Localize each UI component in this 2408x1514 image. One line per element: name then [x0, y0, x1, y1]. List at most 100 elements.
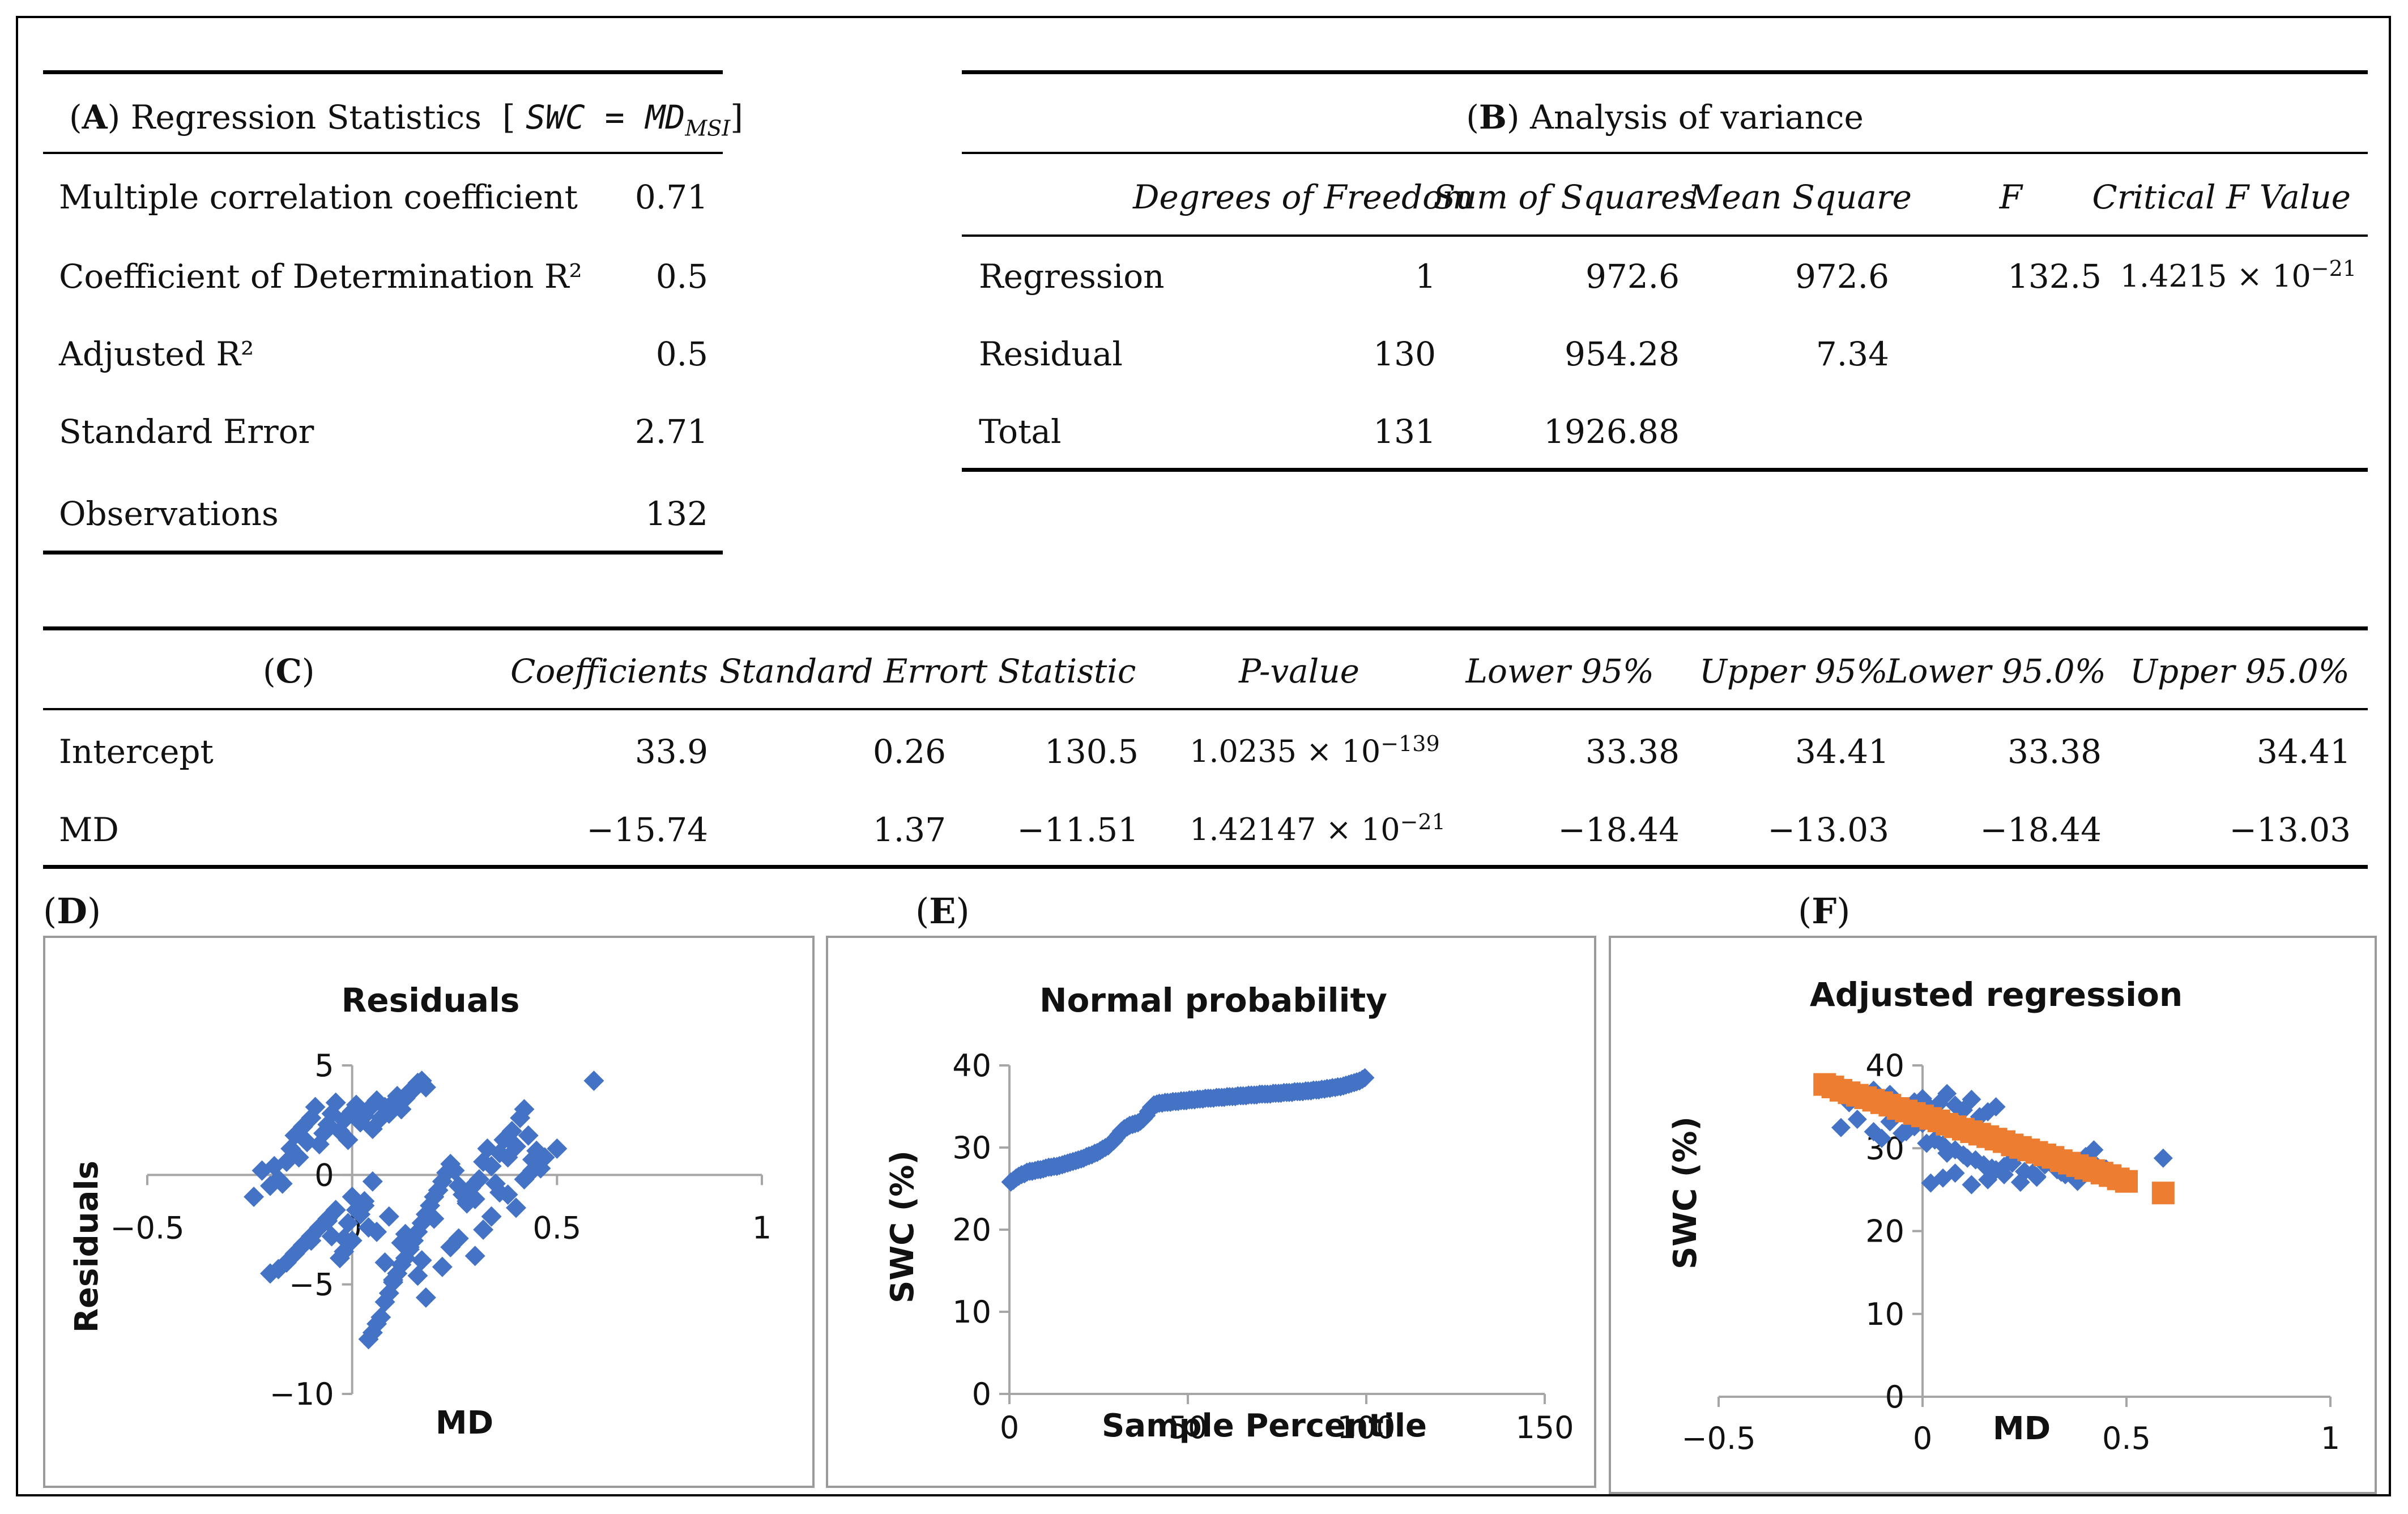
data-point [354, 1195, 375, 1216]
cell-coef: −15.74 [586, 811, 708, 849]
cell-lower-95-0: 33.38 [2007, 732, 2102, 771]
data-point [448, 1228, 469, 1249]
panel-f-label: (F) [1798, 890, 1851, 932]
panel-e-label: (E) [915, 890, 970, 932]
x-tick-label: 0.5 [2102, 1421, 2151, 1456]
cell-lower-95: 33.38 [1585, 732, 1680, 771]
data-point [2084, 1140, 2104, 1160]
data-point [514, 1099, 535, 1120]
data-point [522, 1160, 543, 1181]
panel-a-header-rule [43, 152, 723, 154]
data-point [1982, 1158, 2002, 1178]
x-tick-label: 50 [1169, 1410, 1208, 1445]
data-point-square [2115, 1170, 2138, 1193]
x-tick-label: 0 [1000, 1410, 1019, 1445]
data-point [1937, 1084, 1957, 1103]
x-tick-label: 1 [2321, 1421, 2340, 1456]
panel-b-bottom-rule [962, 468, 2368, 472]
cell-p-value-base: 1.0235 × 10 [1190, 733, 1381, 769]
data-point [424, 1208, 445, 1229]
y-axis-title: SWC (%) [884, 1150, 921, 1303]
data-point [473, 1219, 494, 1240]
data-point [292, 1116, 313, 1137]
adjusted-regression-chart-svg: Adjusted regression−0.5 0 0.5 1403020100MDS… [1667, 975, 2340, 1456]
data-point [325, 1092, 346, 1113]
cell-critical-f-exponent: −21 [2311, 256, 2356, 281]
row-label: Multiple correlation coefficient [59, 178, 578, 216]
y-tick-label: 10 [952, 1294, 991, 1330]
x-tick-label: 0.5 [532, 1210, 581, 1246]
y-tick-label: 40 [952, 1048, 991, 1084]
series-1 [1813, 1073, 2175, 1205]
data-point [383, 1269, 403, 1290]
panel-b-top-rule [962, 70, 2368, 74]
cell-p-value-exponent: −139 [1380, 731, 1440, 756]
panel-e-label-letter: E [929, 890, 956, 932]
data-point [464, 1188, 485, 1209]
series-0 [1001, 1068, 1375, 1192]
cell-df: 130 [1373, 335, 1436, 373]
data-point [1954, 1100, 1973, 1120]
row-label: Regression [979, 257, 1165, 296]
panel-c-bottom-rule [43, 865, 2368, 869]
cell-p-value: 1.42147 × 10−21 [1190, 810, 1446, 850]
panel-c-label: C [275, 652, 302, 690]
cell-upper-95: 34.41 [1795, 732, 1889, 771]
cell-se: 1.37 [872, 811, 946, 849]
y-tick-label: 0 [314, 1157, 334, 1193]
data-point [276, 1252, 297, 1273]
data-point [1986, 1097, 2006, 1117]
cell-f: 132.5 [2007, 257, 2102, 296]
data-point [260, 1263, 280, 1284]
data-point [526, 1140, 547, 1161]
column-header: Coefficients [510, 652, 708, 690]
panel-d-label-letter: D [57, 890, 87, 932]
data-point [1962, 1175, 1981, 1195]
cell-p-value: 1.0235 × 10−139 [1190, 731, 1440, 771]
y-tick-label: −5 [289, 1267, 334, 1303]
data-point [272, 1173, 293, 1194]
panel-c-top-rule [43, 626, 2368, 630]
data-point [338, 1213, 359, 1234]
cell-t: −11.51 [1017, 811, 1139, 849]
data-point [415, 1077, 436, 1098]
column-header: Degrees of Freedom [1133, 178, 1474, 216]
row-label: Intercept [59, 732, 214, 771]
column-header: P-value [1238, 652, 1359, 690]
data-point [448, 1175, 469, 1196]
data-point [534, 1147, 555, 1168]
x-axis-title: Sample Percentile [1102, 1408, 1427, 1444]
x-tick-label: −0.5 [110, 1210, 184, 1246]
column-header: Mean Square [1688, 178, 1912, 216]
y-tick-label: 0 [1885, 1379, 1904, 1415]
panel-b-label: B [1478, 98, 1507, 137]
data-point [378, 1206, 399, 1227]
data-point [481, 1155, 502, 1176]
data-point [407, 1265, 428, 1286]
panel-b-title: (B) Analysis of variance [1466, 98, 1864, 137]
panel-b-header-rule [962, 152, 2368, 154]
y-tick-label: 40 [1865, 1048, 1904, 1084]
data-point [497, 1184, 518, 1205]
data-point [2153, 1148, 2173, 1168]
cell-se: 0.26 [872, 732, 946, 771]
panel-a-title: (A) Regression Statistics [ SWC = MDMSI] [69, 98, 743, 141]
column-header: Sum of Squares [1433, 178, 1697, 216]
cell-t: 130.5 [1044, 732, 1139, 771]
data-point [432, 1256, 453, 1277]
data-point [395, 1223, 416, 1244]
data-point [477, 1138, 498, 1159]
cell-df: 1 [1415, 257, 1436, 296]
column-header: Upper 95% [1699, 652, 1888, 690]
data-point [1933, 1168, 1953, 1188]
y-tick-label: 5 [314, 1048, 334, 1084]
column-header: Lower 95.0% [1886, 652, 2106, 690]
data-point [583, 1071, 604, 1091]
row-value: 2.71 [634, 412, 708, 451]
cell-p-value-base: 1.42147 × 10 [1190, 812, 1400, 847]
data-point [1872, 1128, 1891, 1148]
data-point [338, 1129, 359, 1150]
